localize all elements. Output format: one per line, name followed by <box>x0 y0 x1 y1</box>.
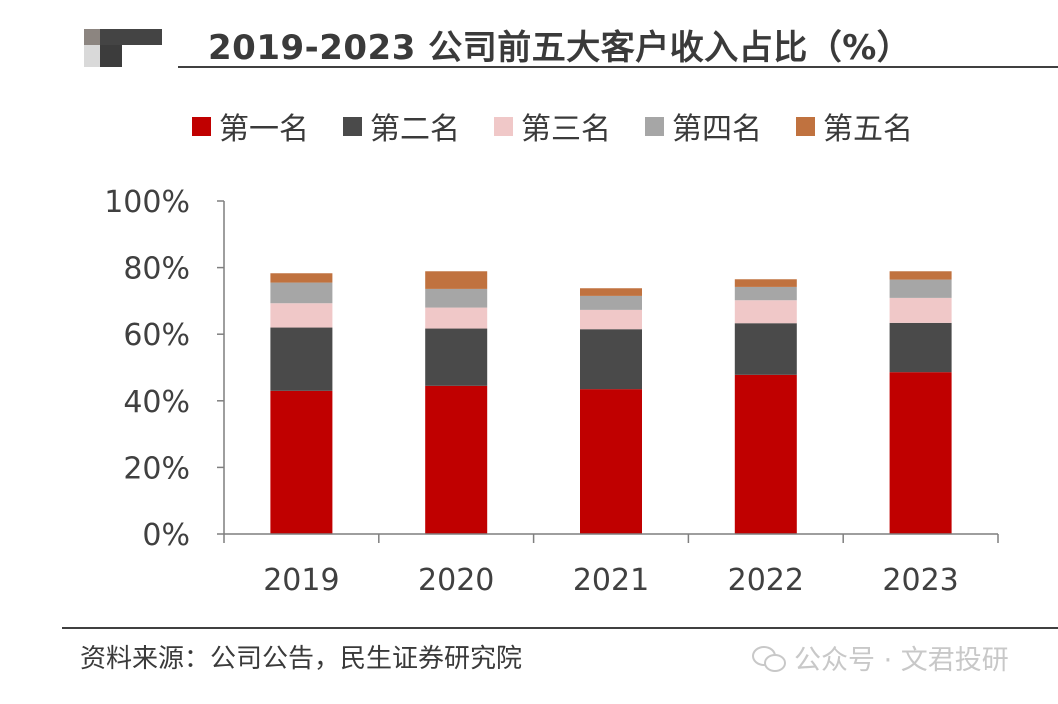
y-tick-label: 0% <box>142 518 190 553</box>
legend-label-second: 第二名 <box>370 112 460 147</box>
bar-segment-2023-5 <box>889 271 952 280</box>
legend-item-fifth: 第五名 <box>796 104 913 148</box>
y-tick-label: 60% <box>123 318 190 353</box>
bar-segment-2022-2 <box>734 323 797 375</box>
watermark-text: 公众号 · 文君投研 <box>794 645 1009 676</box>
bar-segment-2022-1 <box>734 374 797 534</box>
bar-segment-2021-5 <box>580 288 642 296</box>
y-tick-label: 40% <box>123 385 190 420</box>
brand-logo <box>84 29 166 67</box>
bar-segment-2022-5 <box>734 279 797 287</box>
bar-segment-2022-3 <box>734 300 797 324</box>
legend-swatch-fifth <box>796 116 815 136</box>
legend-label-fifth: 第五名 <box>823 112 913 147</box>
bar-segment-2019-1 <box>270 390 333 534</box>
y-tick-label: 80% <box>123 252 190 287</box>
wechat-icon <box>752 644 786 672</box>
chart-title: 2019-2023 公司前五大客户收入占比（%） <box>208 28 912 68</box>
legend-swatch-third <box>494 116 513 136</box>
bar-segment-2019-5 <box>270 273 333 283</box>
x-tick-label: 2021 <box>573 563 649 598</box>
bar-segment-2020-1 <box>425 385 488 534</box>
bar-segment-2021-4 <box>580 295 642 310</box>
bar-segment-2020-2 <box>425 328 488 386</box>
legend-label-third: 第三名 <box>521 112 611 147</box>
x-tick-label: 2023 <box>882 563 958 598</box>
legend-item-second: 第二名 <box>343 104 460 148</box>
bar-segment-2023-4 <box>889 279 952 298</box>
bar-segment-2019-4 <box>270 282 333 304</box>
x-tick-label: 2020 <box>418 563 494 598</box>
chart-legend: 第一名 第二名 第三名 第四名 第五名 <box>192 104 913 148</box>
footer-divider <box>62 627 1058 629</box>
bar-segment-2021-3 <box>580 309 642 330</box>
bar-segment-2022-4 <box>734 286 797 301</box>
bar-segment-2023-2 <box>889 322 952 373</box>
title-divider <box>178 66 1058 68</box>
legend-swatch-first <box>192 116 211 136</box>
watermark: 公众号 · 文君投研 <box>752 638 1009 677</box>
legend-swatch-second <box>343 116 362 136</box>
legend-label-fourth: 第四名 <box>672 112 762 147</box>
y-tick-label: 100% <box>104 185 190 220</box>
bar-segment-2021-2 <box>580 329 642 390</box>
bar-segment-2019-3 <box>270 303 333 328</box>
bar-segment-2020-4 <box>425 288 488 308</box>
legend-item-third: 第三名 <box>494 104 611 148</box>
legend-label-first: 第一名 <box>219 112 309 147</box>
bar-segment-2019-2 <box>270 327 333 391</box>
legend-item-first: 第一名 <box>192 104 309 148</box>
bar-segment-2023-1 <box>889 372 952 534</box>
x-tick-label: 2022 <box>728 563 804 598</box>
bar-segment-2020-5 <box>425 271 488 289</box>
legend-item-fourth: 第四名 <box>645 104 762 148</box>
bar-segment-2023-3 <box>889 297 952 323</box>
bar-segment-2021-1 <box>580 389 642 534</box>
legend-swatch-fourth <box>645 116 664 136</box>
source-note: 资料来源：公司公告，民生证券研究院 <box>80 644 523 674</box>
bar-segment-2020-3 <box>425 307 488 329</box>
y-tick-label: 20% <box>123 451 190 486</box>
x-tick-label: 2019 <box>263 563 339 598</box>
